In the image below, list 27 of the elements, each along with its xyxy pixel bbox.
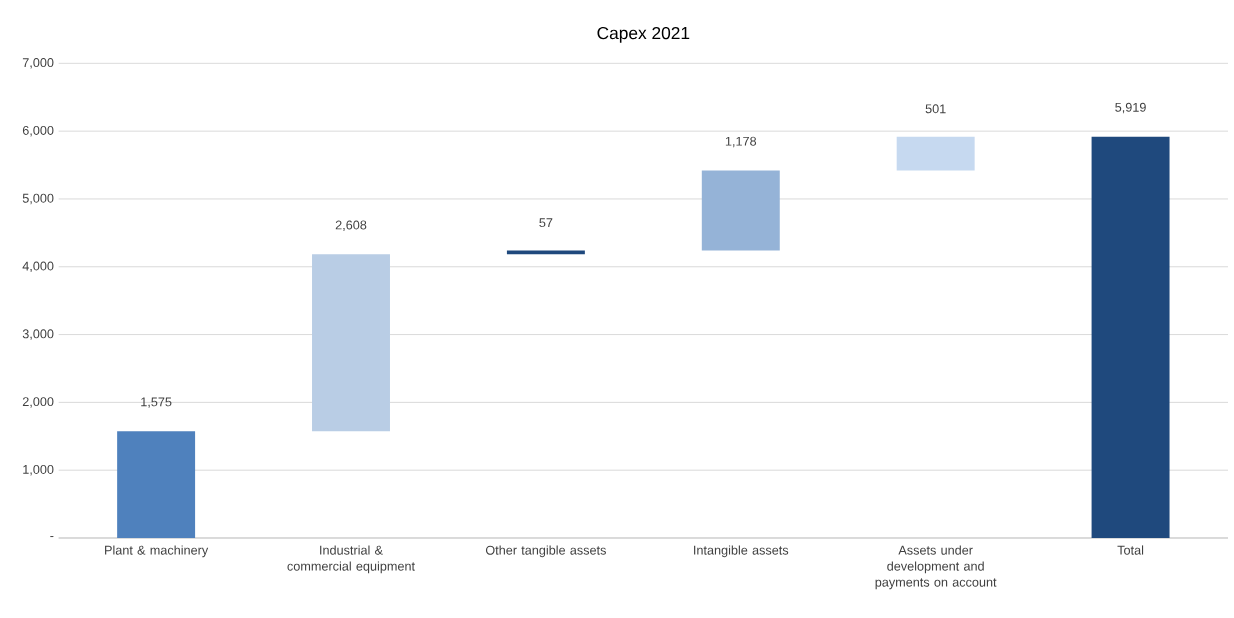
y-tick-label: - bbox=[50, 536, 54, 538]
data-label: 2,608 bbox=[335, 220, 367, 231]
y-tick-label: 1,000 bbox=[23, 464, 54, 476]
x-tick-label: Intangible assets bbox=[694, 545, 789, 558]
bar bbox=[701, 170, 780, 251]
y-tick-label: 3,000 bbox=[22, 329, 54, 340]
y-tick-label: 2,000 bbox=[22, 397, 54, 408]
bar bbox=[1091, 136, 1170, 538]
bar bbox=[506, 250, 585, 255]
bar bbox=[312, 254, 390, 432]
x-tick-label: Industrial & commercial equipment bbox=[287, 545, 415, 574]
y-tick-label: 6,000 bbox=[22, 125, 54, 137]
y-tick-label: 5,000 bbox=[22, 193, 54, 205]
x-tick-label: Plant & machinery bbox=[105, 545, 209, 558]
data-label: 1,575 bbox=[141, 397, 172, 408]
data-label: 501 bbox=[925, 104, 946, 114]
chart-title: Capex 2021 bbox=[597, 26, 690, 43]
y-tick-label: 7,000 bbox=[22, 58, 54, 69]
x-tick-label: Assets under development and payments on account bbox=[875, 545, 997, 590]
data-label: 57 bbox=[539, 218, 553, 228]
bar bbox=[896, 136, 975, 171]
y-tick-label: 4,000 bbox=[22, 261, 54, 273]
bar bbox=[117, 431, 196, 538]
data-label: 1,178 bbox=[725, 136, 757, 148]
data-label: 5,919 bbox=[1115, 102, 1146, 114]
x-tick-label: Other tangible assets bbox=[485, 545, 606, 558]
x-tick-label: Total bbox=[1117, 545, 1144, 555]
